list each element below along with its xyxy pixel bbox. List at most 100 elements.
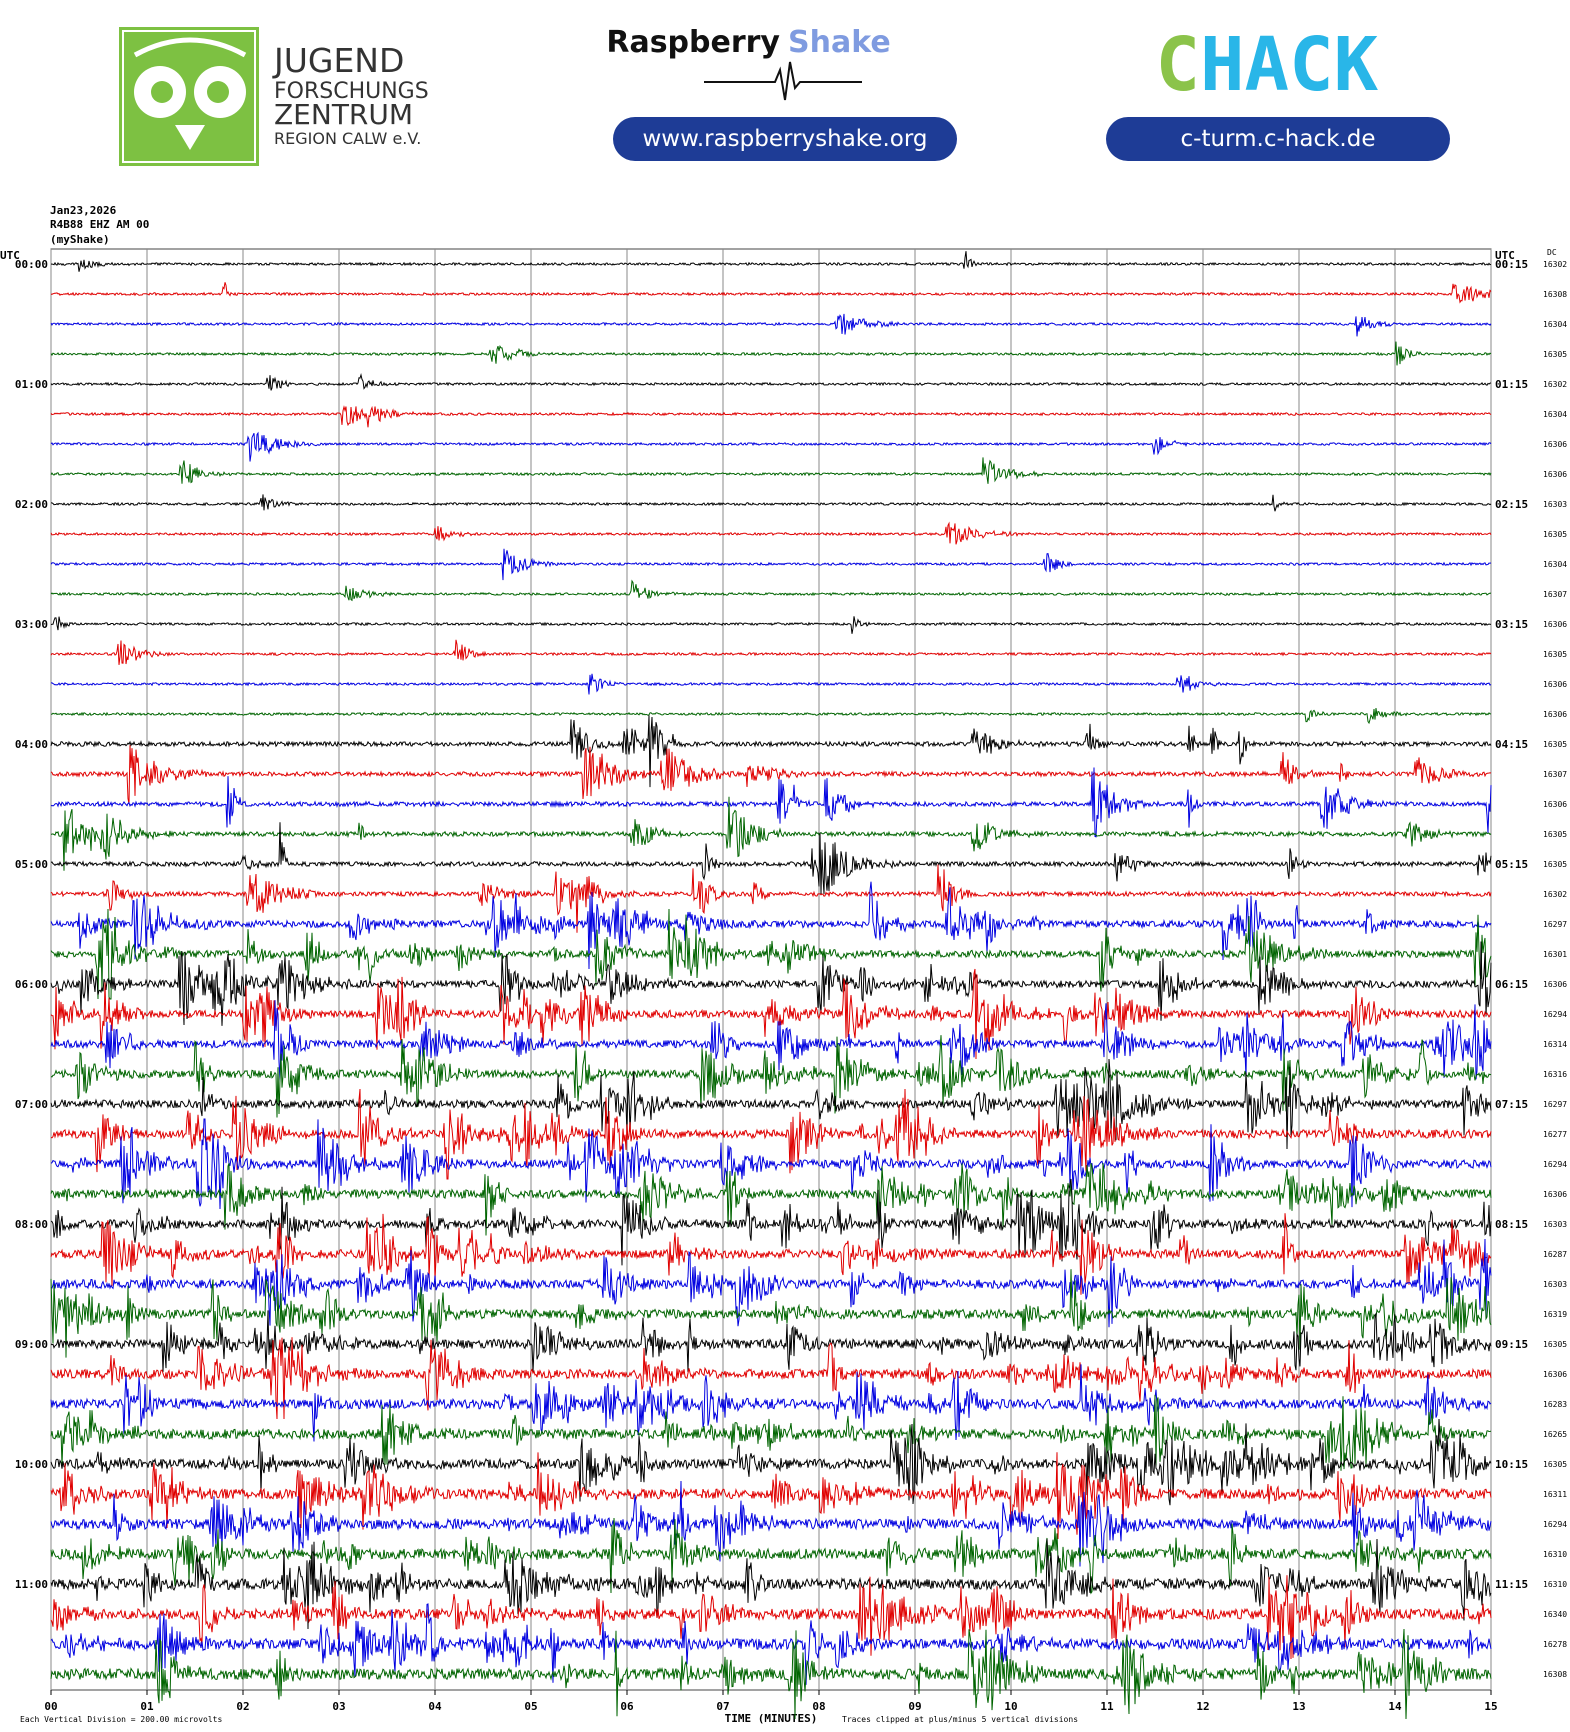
trace <box>50 282 1492 304</box>
right-hour: 08:15 <box>1495 1218 1528 1231</box>
trace <box>50 431 1492 462</box>
trace <box>50 1364 1492 1442</box>
trace <box>50 1000 1492 1082</box>
left-hour: 03:00 <box>15 618 48 631</box>
trace <box>50 341 1492 366</box>
x-tick-label: 00 <box>44 1700 57 1713</box>
trace <box>50 968 1492 1060</box>
dc-value: 16310 <box>1543 1580 1567 1589</box>
dc-value: 16303 <box>1543 1280 1567 1289</box>
trace <box>50 1337 1492 1420</box>
dc-value: 16297 <box>1543 920 1567 929</box>
trace <box>50 639 1492 665</box>
dc-value: 16294 <box>1543 1010 1567 1019</box>
x-tick-label: 03 <box>332 1700 345 1713</box>
trace <box>50 1088 1492 1180</box>
x-tick-label: 15 <box>1484 1700 1497 1713</box>
footer-right: Traces clipped at plus/minus 5 vertical … <box>842 1715 1078 1724</box>
left-hour: 06:00 <box>15 978 48 991</box>
source: (myShake) <box>50 233 110 246</box>
date: Jan23,2026 <box>50 204 117 217</box>
dc-value: 16305 <box>1543 350 1567 359</box>
left-hour: 10:00 <box>15 1458 48 1471</box>
trace <box>50 1213 1492 1295</box>
jfz-text: ZENTRUM <box>274 98 413 131</box>
x-tick-label: 02 <box>236 1700 249 1713</box>
chack-logo: HACK <box>1200 22 1379 108</box>
dc-value: 16305 <box>1543 830 1567 839</box>
trace <box>50 796 1492 871</box>
trace <box>50 579 1492 602</box>
rs-url[interactable]: www.raspberryshake.org <box>643 126 928 152</box>
dc-value: 16294 <box>1543 1520 1567 1529</box>
x-tick-label: 07 <box>716 1700 729 1713</box>
trace <box>50 1418 1492 1506</box>
dc-value: 16304 <box>1543 320 1567 329</box>
dc-value: 16310 <box>1543 1550 1567 1559</box>
dc-value: 16306 <box>1543 1370 1567 1379</box>
dc-value: 16302 <box>1543 260 1567 269</box>
right-hour: 03:15 <box>1495 618 1528 631</box>
trace <box>50 1035 1492 1118</box>
rs-pill <box>613 117 957 161</box>
rs-title: Shake <box>788 25 891 60</box>
dc-label: DC <box>1547 248 1557 257</box>
dc-value: 16308 <box>1543 290 1567 299</box>
right-axis-label: UTC <box>1495 249 1515 262</box>
dc-value: 16304 <box>1543 560 1567 569</box>
dc-value: 16311 <box>1543 1490 1567 1499</box>
dc-value: 16277 <box>1543 1130 1567 1139</box>
left-hour: 05:00 <box>15 858 48 871</box>
x-tick-label: 14 <box>1388 1700 1402 1713</box>
right-hour: 02:15 <box>1495 498 1528 511</box>
left-hour: 02:00 <box>15 498 48 511</box>
x-tick-label: 08 <box>812 1700 825 1713</box>
trace <box>50 822 1492 895</box>
dc-value: 16297 <box>1543 1100 1567 1109</box>
x-tick-label: 13 <box>1292 1700 1305 1713</box>
dc-value: 16301 <box>1543 950 1567 959</box>
trace <box>50 707 1492 725</box>
left-hour: 08:00 <box>15 1218 48 1231</box>
dc-value: 16305 <box>1543 860 1567 869</box>
x-tick-label: 09 <box>908 1700 921 1713</box>
dc-value: 16306 <box>1543 1190 1567 1199</box>
rs-wave <box>704 61 862 101</box>
trace <box>50 1269 1492 1358</box>
trace <box>50 1163 1492 1236</box>
trace <box>50 767 1492 838</box>
trace <box>50 1178 1492 1266</box>
dc-value: 16307 <box>1543 590 1567 599</box>
trace <box>50 1118 1492 1210</box>
trace <box>50 908 1492 1000</box>
dc-value: 16302 <box>1543 890 1567 899</box>
x-tick-label: 10 <box>1004 1700 1017 1713</box>
x-axis-label: TIME (MINUTES) <box>725 1712 818 1725</box>
trace <box>50 1058 1492 1150</box>
right-hour: 04:15 <box>1495 738 1528 751</box>
dc-value: 16314 <box>1543 1040 1567 1049</box>
dc-value: 16306 <box>1543 980 1567 989</box>
trace <box>50 1538 1492 1630</box>
trace <box>50 1310 1492 1373</box>
trace <box>50 372 1492 391</box>
dc-value: 16305 <box>1543 650 1567 659</box>
right-hour: 06:15 <box>1495 978 1528 991</box>
dc-value: 16306 <box>1543 710 1567 719</box>
dc-value: 16307 <box>1543 770 1567 779</box>
dc-value: 16305 <box>1543 1340 1567 1349</box>
trace <box>50 521 1492 545</box>
trace <box>50 1575 1492 1660</box>
x-tick-label: 04 <box>428 1700 442 1713</box>
left-hour: 11:00 <box>15 1578 48 1591</box>
right-hour: 07:15 <box>1495 1098 1528 1111</box>
trace <box>50 1452 1492 1540</box>
x-tick-label: 05 <box>524 1700 537 1713</box>
chack-url[interactable]: c-turm.c-hack.de <box>1181 126 1376 152</box>
x-tick-label: 06 <box>620 1700 634 1713</box>
right-hour: 09:15 <box>1495 1338 1528 1351</box>
dc-value: 16303 <box>1543 1220 1567 1229</box>
right-hour: 00:15 <box>1495 258 1528 271</box>
